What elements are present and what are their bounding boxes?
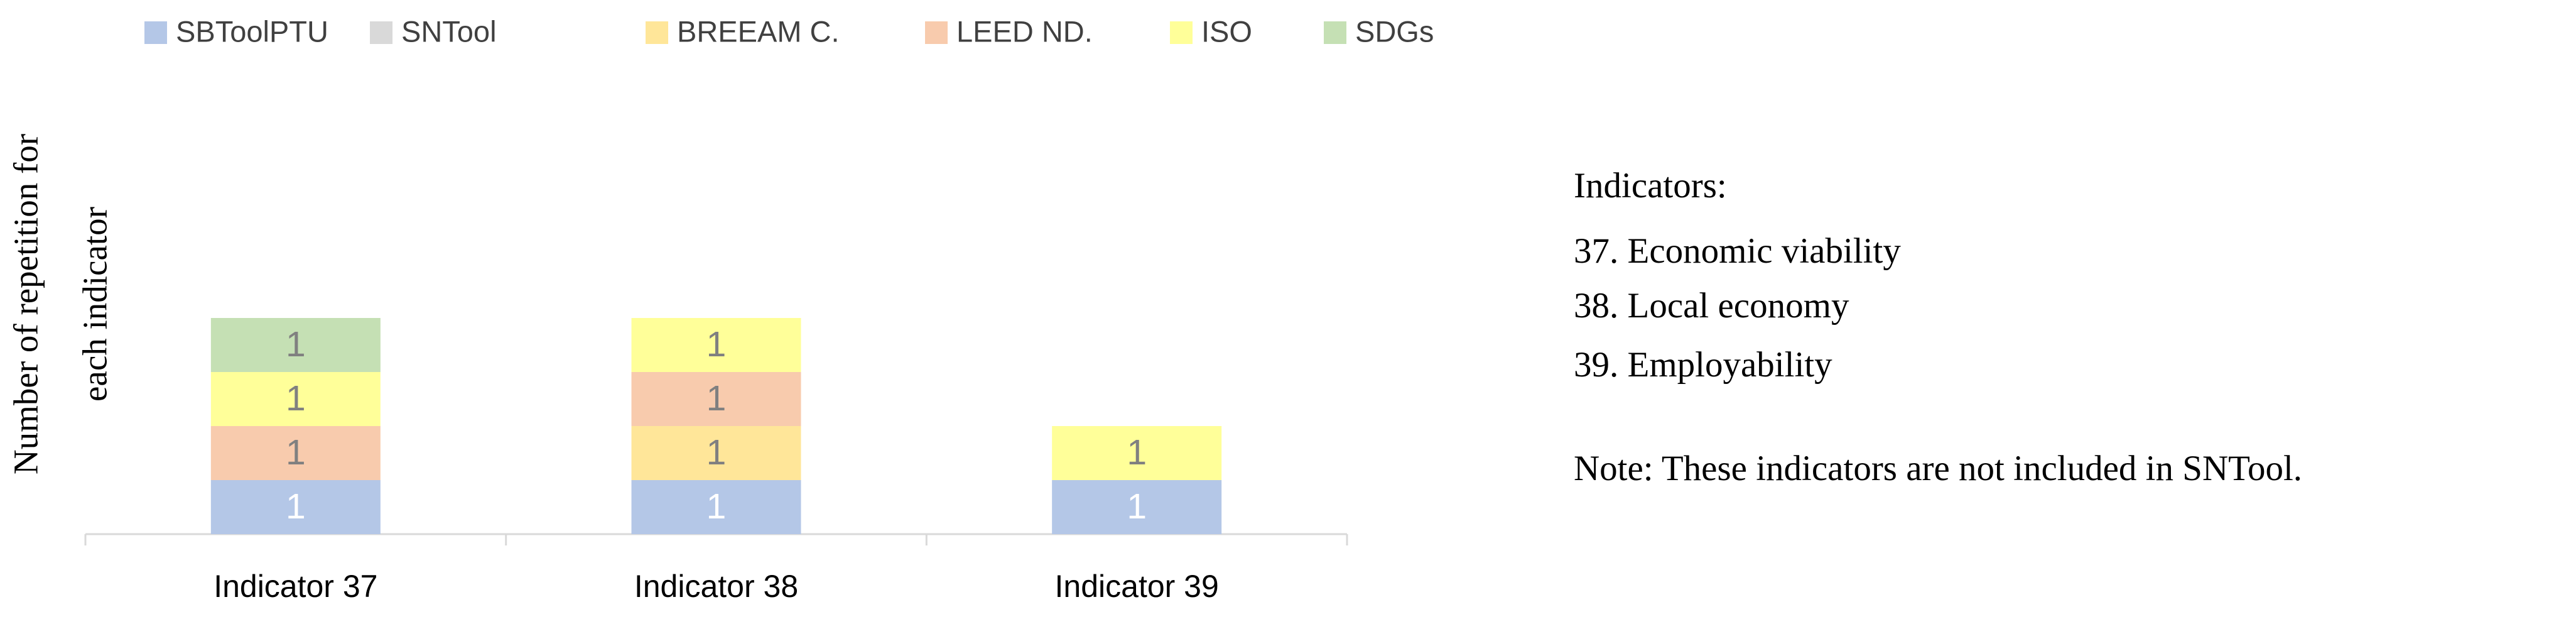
x-tick-label: Indicator 38: [634, 569, 798, 604]
legend-swatch: [1170, 21, 1193, 44]
data-label: 1: [286, 486, 306, 527]
legend-swatch: [144, 21, 167, 44]
legend-swatch: [1324, 21, 1346, 44]
bar-segment: [210, 426, 381, 480]
annotation: 39. Employability: [1574, 345, 1832, 385]
x-tick-label: Indicator 39: [1055, 569, 1219, 604]
data-label: 1: [706, 486, 727, 527]
annotation: 38. Local economy: [1574, 286, 1849, 326]
data-label: 1: [706, 378, 727, 419]
legend-swatch: [370, 21, 392, 44]
x-tick-label: Indicator 37: [214, 569, 377, 604]
legend-swatch: [646, 21, 668, 44]
bar-segment: [631, 318, 801, 372]
legend-label: SBToolPTU: [176, 14, 328, 48]
data-label: 1: [286, 432, 306, 473]
y-axis-title: Number of repetition for: [7, 134, 45, 474]
bar-segment: [210, 480, 381, 534]
data-label: 1: [286, 324, 306, 364]
bar-segment: [1052, 426, 1222, 480]
data-label: 1: [706, 432, 727, 473]
bar-segment: [631, 480, 801, 534]
data-label: 1: [706, 324, 727, 364]
legend-label: LEED ND.: [956, 14, 1093, 48]
data-label: 1: [286, 378, 306, 419]
bar-segment: [1052, 480, 1222, 534]
data-label: 1: [1127, 486, 1147, 527]
bar-segment: [210, 318, 381, 372]
legend-label: SDGs: [1355, 14, 1434, 48]
bar-segment: [210, 372, 381, 426]
legend-label: BREEAM C.: [677, 14, 840, 48]
annotation: Indicators:: [1574, 166, 1727, 205]
annotation: 37. Economic viability: [1574, 231, 1901, 271]
y-axis-title: each indicator: [76, 207, 114, 402]
legend-label: SNTool: [401, 14, 497, 48]
legend-swatch: [925, 21, 948, 44]
data-label: 1: [1127, 432, 1147, 473]
legend-label: ISO: [1201, 14, 1252, 48]
annotation: Note: These indicators are not included …: [1574, 449, 2302, 488]
bar-segment: [631, 426, 801, 480]
bar-segment: [631, 372, 801, 426]
